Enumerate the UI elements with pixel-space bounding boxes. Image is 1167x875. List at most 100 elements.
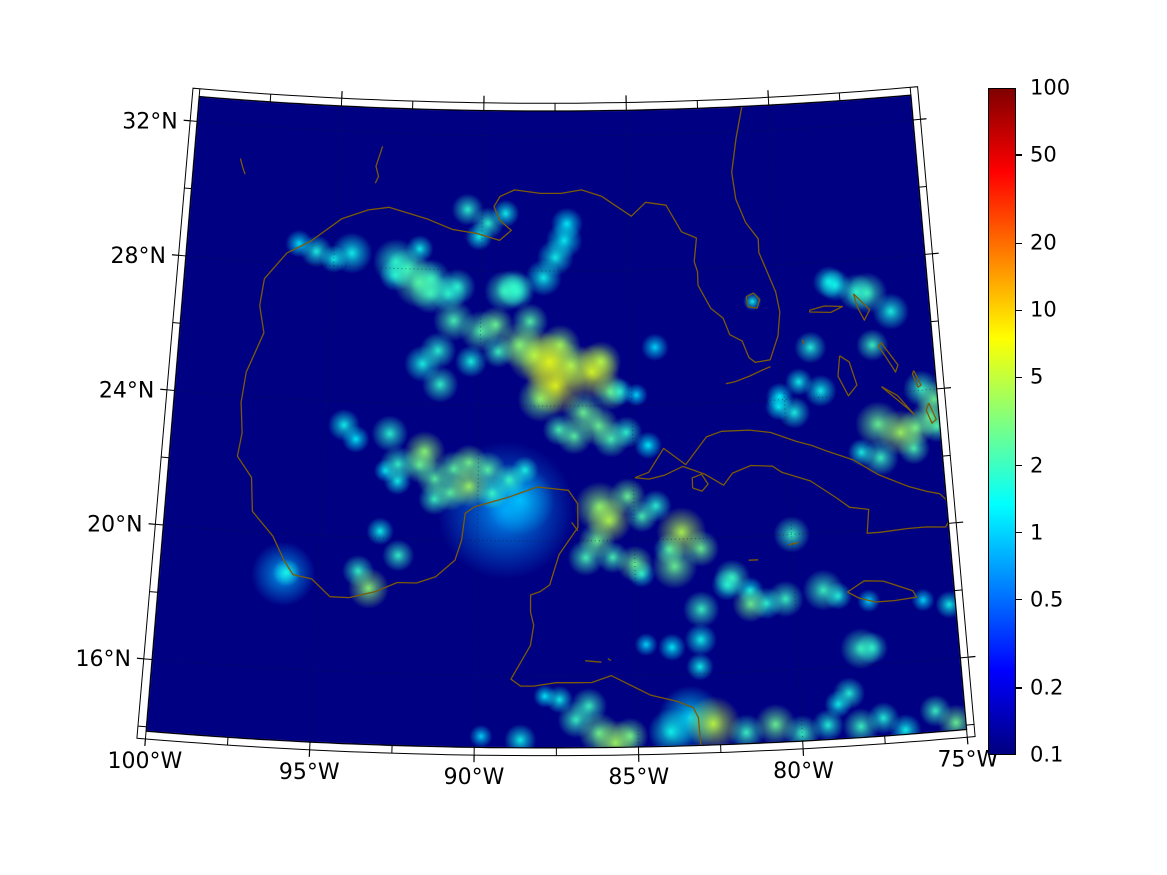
- frame-divider-left: [178, 254, 186, 257]
- y-major-tick: [183, 119, 190, 122]
- coastline-jamaica: [847, 580, 918, 603]
- x-major-tick: [144, 738, 147, 747]
- frame-divider-bottom: [226, 737, 229, 746]
- frame-divider-top: [198, 88, 201, 97]
- y-tick-label: 24°N: [99, 378, 154, 403]
- coastline-exuma: [880, 386, 915, 416]
- colorbar: [988, 88, 1016, 755]
- frame-divider-left: [189, 120, 198, 122]
- graticule-parallel: [197, 119, 914, 137]
- frame-divider-top: [909, 87, 912, 96]
- colorbar-tick-label: 0.1: [1030, 742, 1064, 767]
- graticule-parallel: [152, 657, 961, 677]
- colorbar-tick: [1016, 154, 1022, 156]
- coastline-grand-bahama: [808, 305, 844, 314]
- coastline-cozumel: [571, 522, 579, 532]
- colorbar-tick-label: 2: [1030, 453, 1044, 478]
- coastline-bay-islands: [585, 660, 602, 663]
- y-tick-label: 20°N: [87, 513, 142, 538]
- y-major-tick: [160, 388, 167, 391]
- frame-divider-left: [155, 523, 164, 526]
- x-tick-label: 95°W: [279, 760, 340, 785]
- frame-divider-left: [149, 591, 158, 593]
- graticule-meridian: [768, 105, 804, 742]
- graticule-meridian: [473, 110, 485, 748]
- frame-divider-left: [137, 725, 147, 728]
- coastline-long-island: [925, 402, 937, 424]
- coastline-cat-island: [911, 370, 922, 388]
- frame-divider-right: [942, 454, 951, 457]
- coastline-okeechobee: [745, 292, 761, 309]
- y-major-tick-right: [932, 252, 939, 255]
- coastline-eleuthera: [877, 342, 899, 373]
- frame-divider-right: [948, 522, 957, 524]
- x-tick-label: 80°W: [773, 759, 834, 784]
- frame-divider-left: [166, 389, 175, 391]
- coastline-texas-lakes: [239, 158, 246, 175]
- y-tick-label: 28°N: [111, 244, 166, 269]
- y-major-tick: [136, 657, 144, 660]
- x-tick-label: 100°W: [107, 749, 182, 774]
- y-major-tick: [148, 523, 156, 525]
- x-major-tick: [966, 737, 969, 745]
- x-tick-label: 85°W: [608, 765, 669, 790]
- y-major-tick: [171, 254, 179, 256]
- colorbar-tick: [1016, 465, 1022, 467]
- graticule-meridian: [309, 105, 342, 743]
- colorbar-tick-label: 10: [1030, 297, 1057, 322]
- frame-divider-left: [143, 658, 153, 661]
- colorbar-tick-label: 5: [1030, 364, 1044, 389]
- coastline-toledo-bend: [374, 146, 384, 184]
- frame-divider-right: [930, 320, 939, 323]
- coastline-isla-juventud: [691, 473, 709, 492]
- colorbar-tick: [1016, 598, 1022, 601]
- colorbar-tick: [1016, 531, 1022, 534]
- graticule-parallel: [163, 522, 949, 542]
- frame-divider-right: [913, 118, 921, 121]
- colorbar-tick-label: 1: [1030, 520, 1044, 545]
- colorbar-tick: [1016, 309, 1022, 312]
- frame-divider-left: [183, 187, 192, 190]
- coastline-abaco: [852, 293, 871, 321]
- frame-divider-bottom: [884, 735, 886, 744]
- frame-divider-top: [269, 94, 272, 102]
- colorbar-tick-label: 20: [1030, 230, 1057, 255]
- y-major-tick-right: [968, 655, 976, 658]
- coastline-florida-keys: [725, 366, 771, 385]
- colorbar-tick: [1016, 242, 1022, 245]
- colorbar-tick-label: 0.5: [1030, 587, 1064, 612]
- frame-divider-left: [160, 456, 169, 459]
- y-major-tick-right: [956, 521, 964, 524]
- graticule-parallel: [185, 253, 925, 272]
- coastline-bimini: [801, 339, 805, 345]
- y-major-tick-right: [944, 387, 952, 389]
- coastline-mainland: [236, 100, 781, 748]
- y-tick-label: 16°N: [75, 647, 130, 672]
- graticule-meridian: [625, 110, 639, 748]
- frame-divider-bottom: [966, 729, 968, 738]
- coastline-andros: [837, 355, 858, 397]
- colorbar-gradient: [988, 88, 1016, 755]
- y-major-tick-right: [920, 118, 927, 120]
- colorbar-tick: [1016, 376, 1022, 378]
- frame-divider-right: [936, 387, 945, 390]
- x-tick-label: 90°W: [444, 765, 505, 790]
- colorbar-tick-label: 100: [1030, 75, 1071, 100]
- coastline-caymans-east: [788, 541, 799, 546]
- coastline-bay-islands2: [607, 658, 612, 661]
- colorbar-tick-label: 0.2: [1030, 675, 1064, 700]
- frame-divider-left: [172, 322, 181, 324]
- coastline-cuba: [634, 429, 955, 534]
- map-border-inner: [145, 94, 968, 749]
- frame-divider-right: [954, 589, 963, 592]
- graticule-parallel: [174, 388, 937, 407]
- colorbar-tick-label: 50: [1030, 142, 1057, 167]
- y-tick-label: 32°N: [122, 109, 177, 134]
- frame-divider-right: [918, 186, 927, 188]
- frame-divider-right: [966, 723, 975, 726]
- frame-divider-top: [838, 92, 841, 101]
- frame-divider-right: [924, 253, 933, 255]
- map-border-outer: [136, 86, 976, 757]
